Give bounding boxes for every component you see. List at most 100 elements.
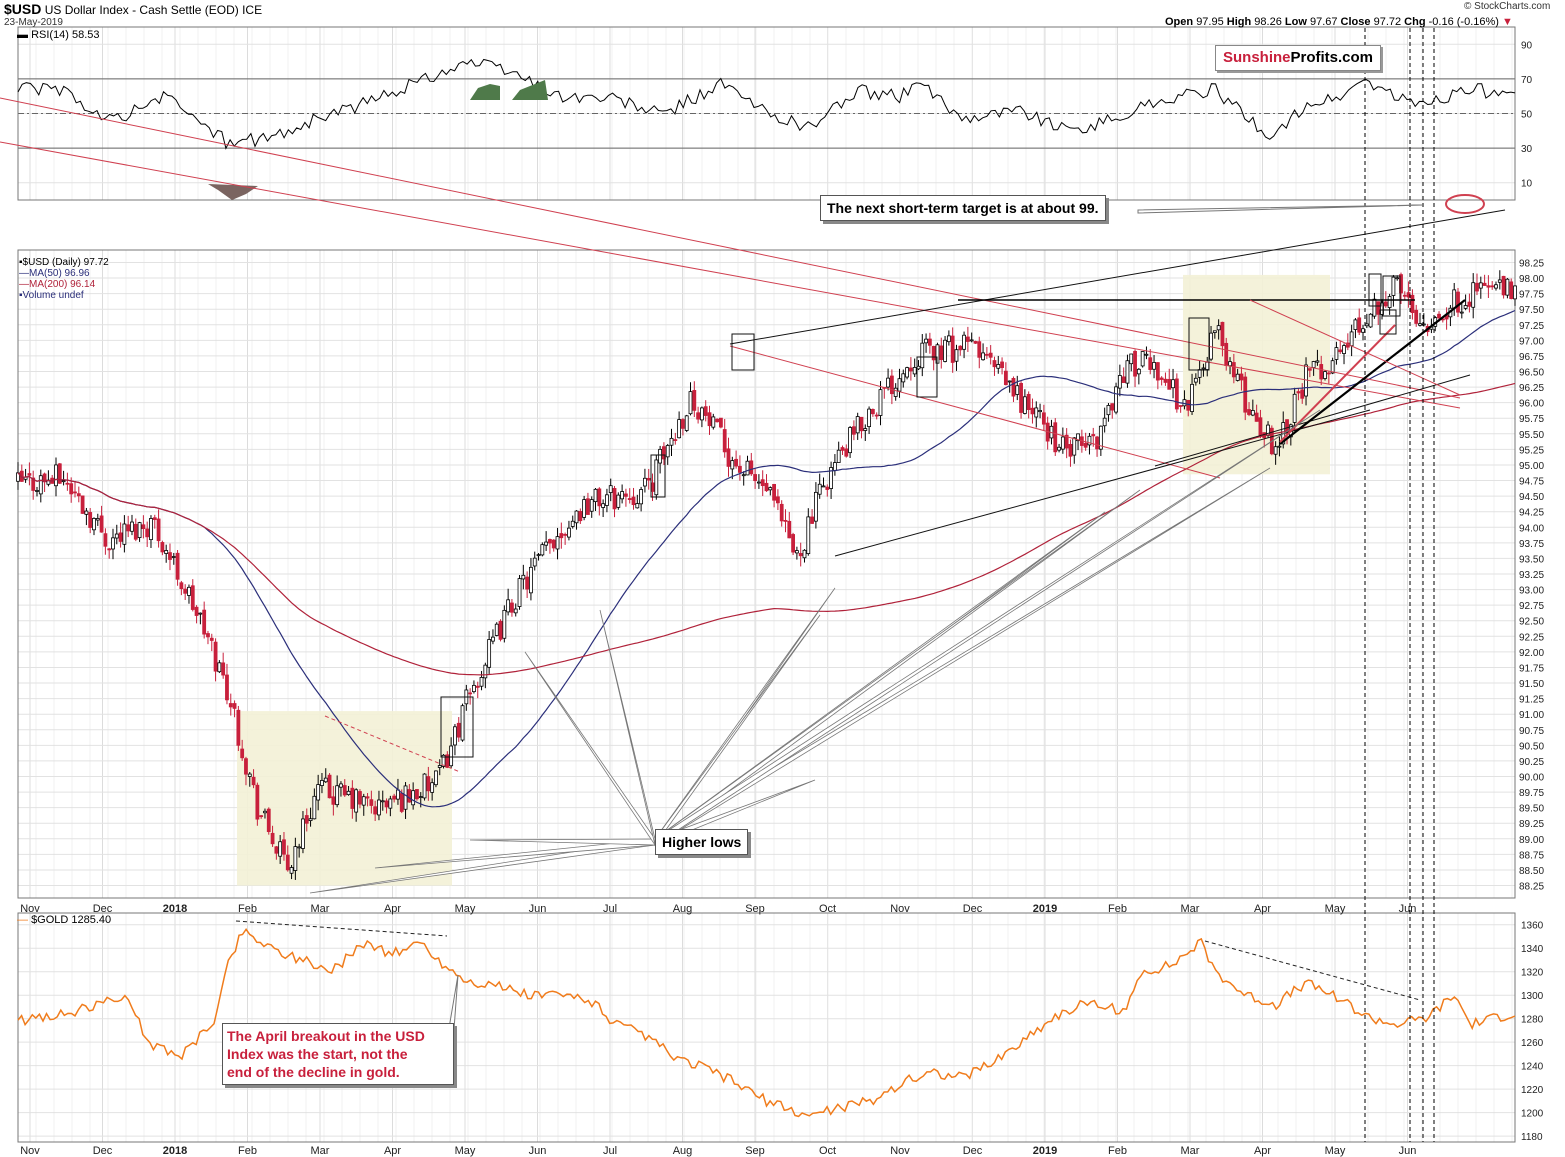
candle-body bbox=[1452, 289, 1457, 309]
rsi-oversold-fill bbox=[208, 184, 258, 200]
candle-body bbox=[1026, 393, 1031, 410]
gold-legend-text: $GOLD 1285.40 bbox=[31, 914, 112, 926]
candle-body bbox=[1114, 386, 1118, 413]
candle-body bbox=[707, 412, 712, 427]
candle-body bbox=[80, 495, 85, 514]
candle-body bbox=[282, 839, 286, 855]
candle-body bbox=[1174, 378, 1179, 410]
candle-body bbox=[681, 419, 685, 429]
rsi-tick-label: 10 bbox=[1521, 179, 1533, 190]
candle-body bbox=[103, 533, 108, 547]
x-tick-label-price: Mar bbox=[311, 903, 330, 915]
candle-body bbox=[673, 439, 678, 441]
candle-body bbox=[658, 448, 663, 464]
candle-body bbox=[1140, 351, 1145, 367]
candle-body bbox=[373, 806, 378, 815]
candle-body bbox=[901, 373, 906, 383]
candle-body bbox=[388, 798, 393, 809]
down-arrow-icon: ▼ bbox=[1502, 16, 1513, 28]
candle-body bbox=[859, 416, 864, 432]
candle-body bbox=[886, 377, 890, 388]
candle-body bbox=[111, 537, 115, 550]
candle-body bbox=[889, 375, 894, 395]
candle-body bbox=[601, 503, 606, 508]
candle-body bbox=[688, 391, 693, 415]
rsi-tick-label: 70 bbox=[1521, 75, 1533, 86]
candle-body bbox=[1258, 417, 1263, 436]
price-tick-label: 97.75 bbox=[1519, 290, 1544, 301]
highlight-box bbox=[1368, 273, 1382, 307]
symbol-description: US Dollar Index - Cash Settle (EOD) ICE bbox=[44, 3, 263, 17]
gold-note-callout: The April breakout in the USD Index was … bbox=[222, 1023, 454, 1085]
axis-ticks: Nov Nov Dec Dec 2018 2018 Feb Feb Mar Mar Apr Apr Ma… bbox=[20, 40, 1544, 1157]
candle-body bbox=[1152, 362, 1156, 370]
candle-body bbox=[1334, 347, 1339, 360]
candle-body bbox=[27, 473, 32, 476]
candle-body bbox=[783, 519, 788, 522]
candle-body bbox=[149, 518, 153, 541]
candle-body bbox=[206, 633, 210, 638]
higher-lows-pointer bbox=[469, 838, 656, 846]
candle-body bbox=[1437, 313, 1441, 319]
x-tick-label-price: Aug bbox=[673, 903, 693, 915]
candle-body bbox=[430, 782, 435, 793]
candle-body bbox=[1106, 405, 1111, 416]
x-tick-label-price: Nov bbox=[20, 903, 40, 915]
ma200-line bbox=[17, 382, 1516, 676]
candle-body bbox=[870, 409, 875, 415]
candle-body bbox=[346, 790, 351, 796]
gold-tick-label: 1180 bbox=[1521, 1132, 1543, 1143]
highlight-box bbox=[1379, 309, 1397, 335]
candle-body bbox=[1349, 331, 1354, 347]
candle-body bbox=[726, 448, 731, 467]
dashed-red-triangle bbox=[324, 715, 461, 773]
candle-body bbox=[1250, 410, 1255, 416]
x-tick-label-price: Apr bbox=[384, 903, 401, 915]
x-tick-label-gold: Feb bbox=[238, 1145, 257, 1157]
candle-body bbox=[266, 808, 271, 833]
candle-body bbox=[194, 606, 199, 616]
x-tick-label-price: Feb bbox=[238, 903, 257, 915]
candle-body bbox=[1117, 375, 1122, 389]
close-value: 97.72 bbox=[1373, 16, 1402, 28]
candle-body bbox=[1121, 376, 1126, 383]
candle-body bbox=[460, 705, 465, 741]
rsi-tick-label: 90 bbox=[1521, 40, 1533, 51]
chg-value: -0.16 (-0.16%) bbox=[1428, 16, 1499, 28]
candle-body bbox=[1163, 378, 1168, 383]
high-label: High bbox=[1226, 16, 1252, 28]
candle-body bbox=[339, 783, 343, 788]
candle-body bbox=[369, 799, 374, 806]
candle-body bbox=[802, 549, 807, 559]
rising-support-line bbox=[834, 409, 1371, 557]
candle-body bbox=[749, 460, 754, 475]
candle-body bbox=[69, 483, 74, 495]
x-tick-label-gold: Sep bbox=[745, 1145, 765, 1157]
candle-body bbox=[468, 692, 473, 695]
price-tick-label: 95.75 bbox=[1519, 414, 1544, 425]
chg-label: Chg bbox=[1404, 16, 1426, 28]
candle-body bbox=[1456, 291, 1460, 313]
candle-body bbox=[624, 493, 628, 497]
price-tick-label: 96.00 bbox=[1519, 399, 1544, 410]
candle-body bbox=[92, 518, 96, 531]
candle-body bbox=[1486, 285, 1491, 288]
candle-body bbox=[988, 352, 993, 358]
price-tick-label: 95.25 bbox=[1519, 445, 1544, 456]
candle-body bbox=[1038, 410, 1042, 413]
candle-body bbox=[1326, 372, 1331, 375]
symbol: $USD bbox=[4, 1, 42, 17]
candle-body bbox=[521, 574, 526, 580]
price-tick-label: 88.75 bbox=[1519, 850, 1544, 861]
candle-body bbox=[1368, 313, 1373, 328]
candle-body bbox=[270, 832, 275, 845]
x-tick-label-gold: May bbox=[455, 1145, 476, 1157]
candle-body bbox=[1015, 385, 1020, 395]
candle-body bbox=[422, 773, 427, 799]
x-tick-label-gold: Nov bbox=[890, 1145, 910, 1157]
rising-support-line-2 bbox=[1154, 374, 1471, 467]
x-tick-label-price: Oct bbox=[819, 903, 836, 915]
candle-icon: ▪ bbox=[19, 257, 23, 268]
candle-body bbox=[1228, 361, 1232, 367]
candle-body bbox=[984, 353, 989, 356]
